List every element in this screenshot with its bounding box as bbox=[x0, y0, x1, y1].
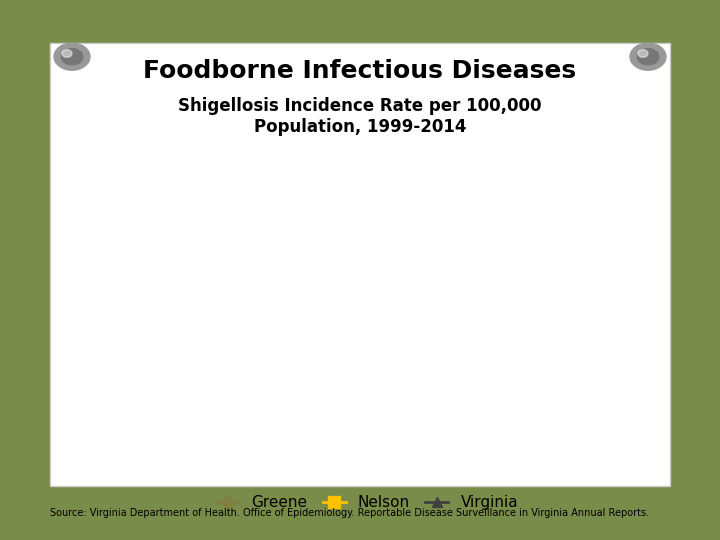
Virginia bbox=[400, 325, 409, 331]
Virginia bbox=[597, 346, 606, 353]
Nelson bbox=[269, 386, 278, 392]
Greene bbox=[499, 386, 508, 392]
Greene bbox=[237, 382, 246, 389]
Nelson bbox=[302, 386, 311, 392]
Nelson bbox=[237, 184, 246, 190]
Virginia bbox=[106, 355, 114, 362]
Nelson bbox=[171, 386, 180, 392]
Greene bbox=[171, 386, 180, 392]
Nelson bbox=[466, 386, 474, 392]
Nelson bbox=[400, 386, 409, 392]
Virginia bbox=[237, 293, 246, 299]
Virginia bbox=[433, 348, 442, 354]
Greene bbox=[302, 386, 311, 392]
Text: 5,3: 5,3 bbox=[611, 292, 636, 306]
Virginia bbox=[171, 219, 180, 225]
Nelson bbox=[564, 386, 573, 392]
Nelson bbox=[335, 386, 343, 392]
Line: Nelson: Nelson bbox=[104, 181, 607, 394]
Virginia bbox=[466, 358, 474, 365]
Nelson bbox=[138, 386, 147, 392]
Greene bbox=[368, 386, 377, 392]
Greene bbox=[269, 386, 278, 392]
Legend: Greene, Nelson, Virginia: Greene, Nelson, Virginia bbox=[210, 489, 524, 516]
Nelson bbox=[368, 386, 377, 392]
Virginia bbox=[499, 364, 508, 371]
Text: 2,6: 2,6 bbox=[611, 333, 636, 347]
Virginia bbox=[335, 361, 343, 368]
Virginia bbox=[531, 369, 540, 375]
Text: 0,0: 0,0 bbox=[611, 372, 636, 386]
Nelson bbox=[433, 386, 442, 392]
Greene bbox=[138, 386, 147, 392]
Virginia bbox=[138, 290, 147, 296]
Nelson bbox=[531, 386, 540, 392]
Virginia bbox=[204, 161, 212, 167]
Virginia bbox=[302, 358, 311, 365]
Greene bbox=[597, 305, 606, 312]
Greene bbox=[335, 386, 343, 392]
Greene bbox=[106, 386, 114, 392]
Text: Source: Virginia Department of Health. Office of Epidemiology. Reportable Diseas: Source: Virginia Department of Health. O… bbox=[50, 508, 649, 518]
Greene bbox=[433, 386, 442, 392]
Text: Foodborne Infectious Diseases: Foodborne Infectious Diseases bbox=[143, 59, 577, 83]
Line: Virginia: Virginia bbox=[105, 159, 606, 377]
Nelson bbox=[204, 282, 212, 289]
Greene bbox=[204, 382, 212, 389]
Greene bbox=[400, 386, 409, 392]
Virginia bbox=[269, 352, 278, 359]
Greene bbox=[466, 386, 474, 392]
Greene bbox=[531, 386, 540, 392]
Virginia bbox=[564, 363, 573, 369]
Nelson bbox=[499, 386, 508, 392]
Virginia bbox=[368, 348, 377, 354]
Greene bbox=[564, 386, 573, 392]
Nelson bbox=[597, 386, 606, 392]
Line: Greene: Greene bbox=[106, 304, 606, 393]
Nelson bbox=[106, 386, 114, 392]
Text: Shigellosis Incidence Rate per 100,000
Population, 1999-2014: Shigellosis Incidence Rate per 100,000 P… bbox=[179, 97, 541, 136]
